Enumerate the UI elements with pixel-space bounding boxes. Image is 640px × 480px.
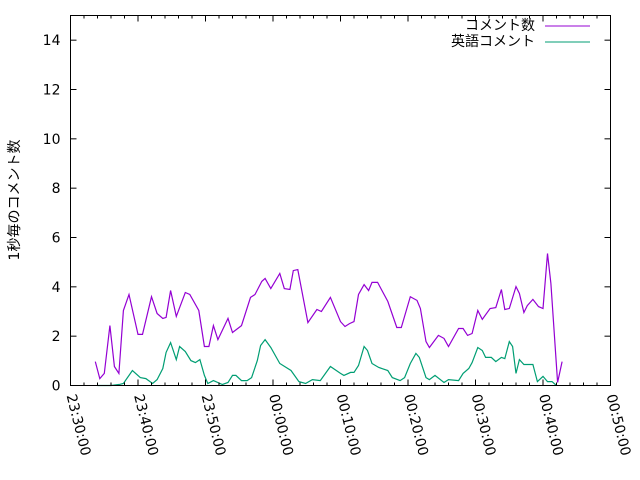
y-tick-label: 2 <box>52 329 61 345</box>
plot-border <box>70 15 611 386</box>
series-lines <box>94 253 563 387</box>
x-tick-label: 00:30:00 <box>468 393 499 458</box>
x-tick-label: 00:00:00 <box>265 393 296 458</box>
y-tick-label: 12 <box>43 83 61 99</box>
x-tick-label: 00:40:00 <box>535 393 566 458</box>
y-tick-label: 8 <box>52 181 61 197</box>
y-tick-label: 6 <box>52 231 61 247</box>
y-tick-label: 10 <box>43 132 61 148</box>
x-tick-label: 23:50:00 <box>198 393 229 458</box>
y-tick-label: 14 <box>43 33 61 49</box>
x-axis: 23:30:00 23:40:00 23:50:00 00:00:00 00:10:00… <box>63 15 634 458</box>
y-tick-label: 4 <box>52 280 61 296</box>
x-tick-label: 23:40:00 <box>130 393 161 458</box>
x-tick-label: 00:50:00 <box>603 393 634 458</box>
series-line-0 <box>94 253 563 383</box>
y-tick-label: 0 <box>52 379 61 395</box>
series-line-1 <box>97 338 557 387</box>
legend-label-1: 英語コメント <box>451 33 535 50</box>
x-tick-label: 00:10:00 <box>333 393 364 458</box>
legend-label-0: コメント数 <box>465 18 535 34</box>
x-tick-label: 00:20:00 <box>400 393 431 458</box>
y-axis: 0 2 4 6 8 10 12 14 <box>43 33 611 395</box>
y-axis-label: 1秒毎のコメント数 <box>7 140 23 261</box>
x-tick-label: 23:30:00 <box>63 393 94 458</box>
legend: コメント数 英語コメント <box>451 18 590 50</box>
